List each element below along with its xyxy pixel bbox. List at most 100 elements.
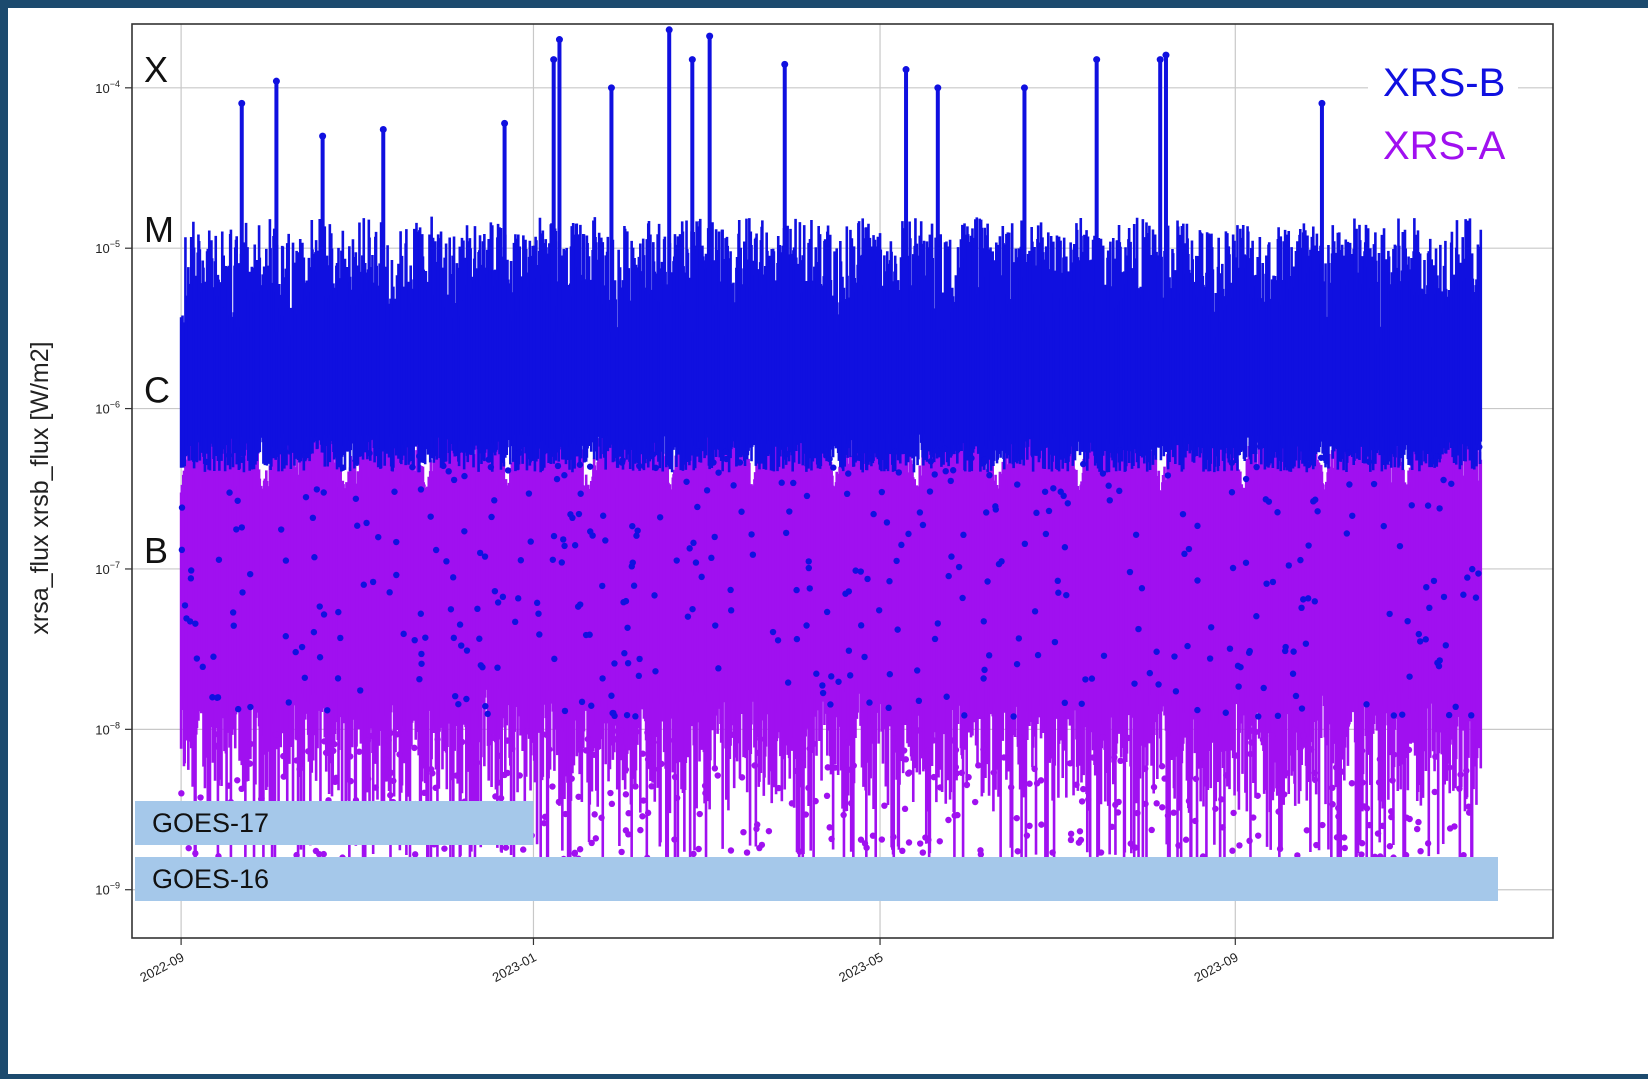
- xrs-a-point: [1212, 805, 1219, 812]
- y-axis-ticks: 10−910−810−710−610−510−4: [95, 79, 132, 898]
- xrs-a-point: [1171, 742, 1178, 749]
- y-tick-mantissa: 10: [95, 883, 109, 898]
- xrs-b-flare-point: [706, 32, 714, 40]
- xrs-b-point: [983, 509, 990, 516]
- xrs-b-point: [1033, 509, 1040, 517]
- xrs-a-point: [331, 741, 338, 748]
- xrs-b-point: [861, 653, 868, 661]
- xrs-a-point: [411, 744, 418, 752]
- xrs-b-point: [1399, 711, 1406, 718]
- xrs-a-point: [504, 737, 511, 744]
- xrs-b-point: [1041, 488, 1049, 495]
- xrs-b-point: [1078, 700, 1085, 707]
- xrs-a-point: [1085, 796, 1092, 803]
- xrs-a-point: [520, 846, 527, 853]
- xrs-b-point: [1448, 480, 1455, 487]
- xrs-a-point: [1375, 779, 1383, 786]
- xrs-b-point: [955, 563, 963, 571]
- xrs-a-point: [702, 789, 709, 797]
- xrs-b-point: [311, 554, 318, 561]
- xrs-b-flare-point: [665, 26, 673, 34]
- xrs-a-point: [1388, 813, 1395, 821]
- xrs-b-point: [1099, 470, 1107, 477]
- xrs-a-point: [1335, 804, 1342, 812]
- xrs-b-point: [225, 452, 233, 459]
- xrs-a-point: [1247, 750, 1254, 758]
- xrs-a-point: [192, 850, 199, 857]
- xrs-b-point: [1034, 651, 1042, 659]
- xrs-b-point: [301, 674, 309, 681]
- xrs-b-point: [461, 472, 468, 480]
- xrs-b-point: [393, 538, 400, 546]
- xrs-b-point: [477, 662, 485, 669]
- xrs-a-point: [592, 835, 600, 842]
- y-tick-mantissa: 10: [95, 241, 109, 256]
- xrs-a-point: [293, 851, 300, 859]
- xrs-b-point: [285, 699, 292, 706]
- xrs-a-point: [1111, 754, 1118, 761]
- xrs-a-point: [1158, 763, 1166, 770]
- xrs-b-point: [247, 703, 254, 711]
- xrs-a-point: [631, 733, 638, 740]
- xrs-a-point: [671, 773, 679, 781]
- xrs-a-point: [1300, 732, 1307, 739]
- xrs-b-point: [1206, 655, 1214, 662]
- xrs-a-point: [930, 773, 937, 781]
- xrs-a-point: [558, 792, 565, 800]
- xrs-a-point: [1248, 739, 1255, 746]
- xrs-a-point: [1013, 814, 1020, 822]
- xrs-b-point: [214, 694, 222, 701]
- xrs-b-point: [187, 575, 195, 582]
- xrs-a-point: [618, 744, 626, 752]
- xrs-a-point: [247, 740, 254, 748]
- xrs-b-point: [992, 503, 999, 510]
- xrs-b-point: [1274, 509, 1281, 516]
- xrs-b-point: [316, 603, 323, 610]
- xrs-b-point: [649, 451, 657, 458]
- xrs-a-point: [977, 851, 985, 858]
- xrs-a-point: [1389, 777, 1396, 784]
- xrs-a-point: [869, 832, 877, 839]
- xrs-b-point: [915, 697, 923, 705]
- xrs-b-point: [784, 679, 792, 686]
- xrs-a-point: [322, 749, 330, 756]
- xrs-b-point: [793, 635, 801, 643]
- xrs-b-point: [451, 692, 459, 700]
- xrs-b-point: [961, 712, 968, 719]
- xrs-b-point: [793, 586, 800, 594]
- xrs-b-point: [1135, 625, 1142, 633]
- xrs-b-point: [846, 672, 854, 679]
- xrs-a-point: [981, 735, 988, 743]
- xrs-b-flare-point: [1318, 99, 1326, 107]
- xrs-b-flare-point: [319, 132, 327, 140]
- xrs-b-flare-point: [272, 77, 280, 85]
- xrs-a-point: [508, 733, 515, 741]
- xrs-a-point: [639, 750, 647, 757]
- xrs-b-point: [998, 558, 1005, 565]
- xrs-a-point: [1026, 780, 1033, 787]
- xrs-a-point: [234, 777, 241, 784]
- xrs-a-point: [658, 760, 665, 768]
- xrs-b-point: [463, 647, 471, 654]
- xrs-b-point: [1185, 545, 1193, 553]
- xrs-a-point: [293, 757, 300, 764]
- xrs-a-point: [971, 798, 979, 806]
- xrs-b-point: [484, 710, 491, 718]
- xrs-b-point: [1281, 647, 1289, 655]
- xrs-b-point: [199, 663, 206, 671]
- xrs-b-point: [1290, 648, 1297, 655]
- xrs-b-point: [324, 707, 331, 714]
- xrs-b-point: [1194, 706, 1201, 714]
- xrs-a-point: [612, 736, 620, 743]
- xrs-a-point: [1329, 801, 1336, 808]
- xrs-a-point: [845, 766, 853, 773]
- xrs-b-point: [984, 578, 991, 585]
- xrs-a-point: [618, 848, 625, 856]
- xrs-a-point: [1360, 803, 1368, 810]
- xrs-a-point: [1223, 772, 1230, 779]
- xrs-b-point: [504, 467, 512, 474]
- xrs-b-point: [1051, 638, 1059, 646]
- xrs-b-point: [623, 711, 631, 719]
- xrs-b-point: [316, 654, 324, 661]
- xrs-b-point: [805, 564, 812, 572]
